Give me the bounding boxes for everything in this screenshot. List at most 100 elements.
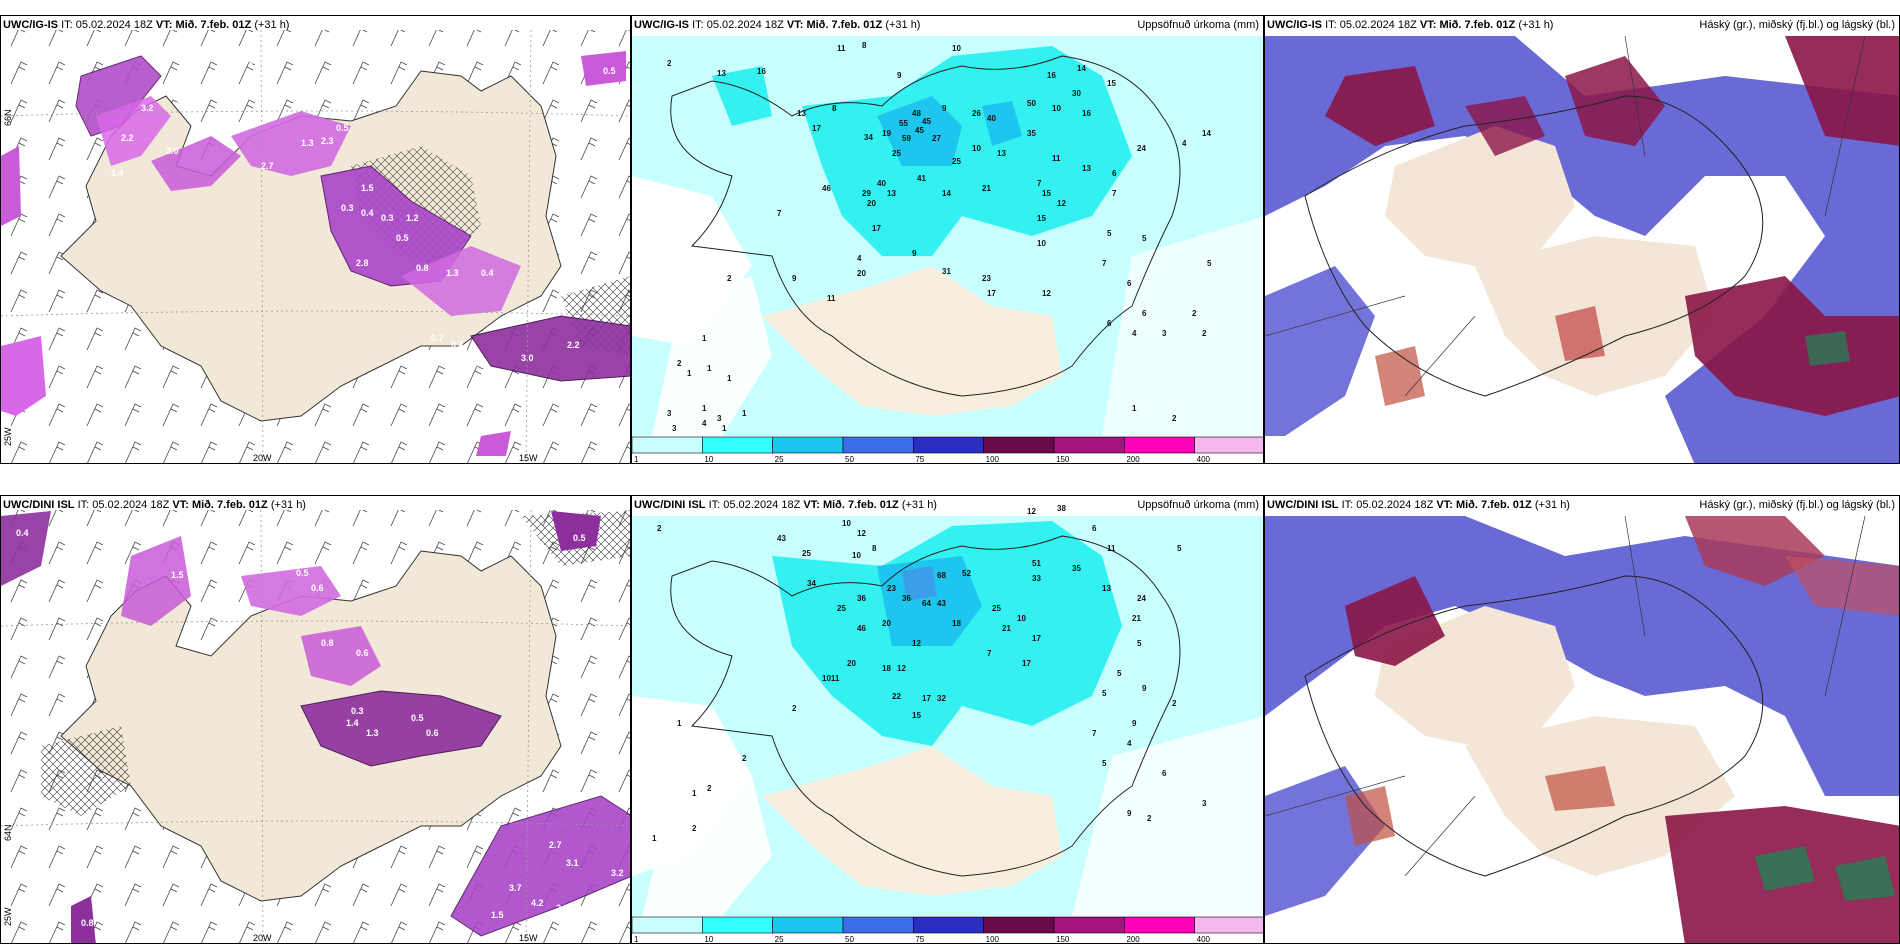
svg-text:43: 43 [777,534,786,543]
legend-swatch [1194,436,1263,454]
svg-text:2: 2 [1192,309,1197,318]
panel-header: UWC/DINI ISL IT: 05.02.2024 18Z VT: Mið.… [634,499,937,511]
svg-text:10: 10 [952,44,961,53]
panel-header: UWC/IG-IS IT: 05.02.2024 18Z VT: Mið. 7.… [1267,19,1554,31]
lat-label: 66N [3,109,13,126]
precip-legend: 1 10 25 50 75 100 150 200 400 [632,435,1263,463]
svg-text:4: 4 [1182,139,1187,148]
svg-text:0.5: 0.5 [396,233,409,243]
svg-text:1: 1 [692,789,697,798]
svg-text:4: 4 [1132,329,1137,338]
svg-text:11: 11 [837,44,846,53]
legend-tick: 1 [634,455,639,463]
legend-swatch [1124,436,1195,454]
svg-text:12: 12 [912,639,921,648]
svg-text:15: 15 [1037,214,1046,223]
svg-text:0.5: 0.5 [411,713,424,723]
lat-label: 64N [3,824,13,841]
svg-text:1.3: 1.3 [446,268,459,278]
legend-swatch [913,436,984,454]
svg-text:2.2: 2.2 [567,340,580,350]
svg-text:12: 12 [1027,507,1036,516]
svg-text:1: 1 [742,409,747,418]
svg-text:7: 7 [1112,189,1117,198]
svg-text:26: 26 [972,109,981,118]
legend-tick: 25 [775,455,784,463]
svg-text:21: 21 [1132,614,1141,623]
svg-text:6: 6 [1162,769,1167,778]
svg-text:36: 36 [857,594,866,603]
legend-tick: 1 [634,935,639,943]
wind-barb-map: 0.4 0.5 1.5 0.6 0.4 0.5 0.8 0.6 1.4 0.3 1.3 0.5 0… [1,509,630,943]
cloud-map [1265,35,1899,463]
lat-label: 25W [3,427,13,446]
svg-text:11: 11 [1107,544,1116,553]
lat-label: 25W [3,907,13,926]
svg-text:0.5: 0.5 [573,533,586,543]
svg-text:3: 3 [667,409,672,418]
svg-text:35: 35 [1072,564,1081,573]
svg-text:5: 5 [1102,689,1107,698]
svg-text:2: 2 [692,824,697,833]
svg-text:1.5: 1.5 [491,910,504,920]
svg-text:13: 13 [717,69,726,78]
legend-swatch [772,436,844,454]
legend-tick: 150 [1056,935,1070,943]
svg-text:7: 7 [777,209,782,218]
svg-text:64: 64 [922,599,931,608]
legend-swatch [702,436,773,454]
svg-text:3.2: 3.2 [611,868,624,878]
precip-panel-row1: UWC/IG-IS IT: 05.02.2024 18Z VT: Mið. 7.… [631,15,1264,464]
svg-text:1.2: 1.2 [406,213,419,223]
svg-text:33: 33 [1032,574,1041,583]
svg-text:18: 18 [882,664,891,673]
svg-text:20: 20 [867,199,876,208]
legend-swatch [842,916,914,934]
svg-text:14: 14 [942,189,951,198]
svg-text:19: 19 [882,129,891,138]
svg-text:14: 14 [1077,64,1086,73]
cloud-panel-row2: UWC/DINI ISL IT: 05.02.2024 18Z VT: Mið.… [1264,495,1900,944]
svg-text:31: 31 [942,267,951,276]
svg-text:23: 23 [887,584,896,593]
svg-text:10: 10 [852,551,861,560]
lon-label: 15W [519,933,538,943]
svg-text:0.3: 0.3 [341,203,354,213]
svg-text:29: 29 [862,189,871,198]
svg-text:46: 46 [822,184,831,193]
legend-swatch [1194,916,1263,934]
svg-text:4: 4 [857,254,862,263]
svg-text:16: 16 [1082,109,1091,118]
svg-text:13: 13 [1102,584,1111,593]
svg-text:3: 3 [1162,329,1167,338]
legend-tick: 10 [704,455,713,463]
svg-text:22: 22 [892,692,901,701]
legend-swatch [632,436,703,454]
svg-text:9: 9 [1132,719,1137,728]
svg-text:5: 5 [1102,759,1107,768]
panel-header: UWC/IG-IS IT: 05.02.2024 18Z VT: Mið. 7.… [3,19,290,31]
svg-text:1: 1 [702,404,707,413]
svg-text:1.4: 1.4 [346,718,359,728]
svg-text:0.4: 0.4 [451,340,464,350]
svg-text:17: 17 [1032,634,1041,643]
wind-precip-panel-row1: UWC/IG-IS IT: 05.02.2024 18Z VT: Mið. 7.… [0,15,631,464]
svg-text:7: 7 [1092,729,1097,738]
svg-text:10: 10 [1017,614,1026,623]
svg-text:13: 13 [997,149,1006,158]
svg-text:38: 38 [1057,504,1066,513]
svg-text:3.0: 3.0 [166,146,179,156]
legend-swatch [1053,436,1125,454]
svg-text:5: 5 [1137,639,1142,648]
svg-text:17: 17 [987,289,996,298]
svg-text:0.3: 0.3 [351,706,364,716]
legend-tick: 25 [775,935,784,943]
svg-text:25: 25 [952,157,961,166]
svg-text:17: 17 [872,224,881,233]
svg-text:13: 13 [887,189,896,198]
cloud-panel-row1: UWC/IG-IS IT: 05.02.2024 18Z VT: Mið. 7.… [1264,15,1900,464]
cloud-map [1265,515,1899,943]
legend-swatch [842,436,914,454]
svg-text:2: 2 [657,524,662,533]
